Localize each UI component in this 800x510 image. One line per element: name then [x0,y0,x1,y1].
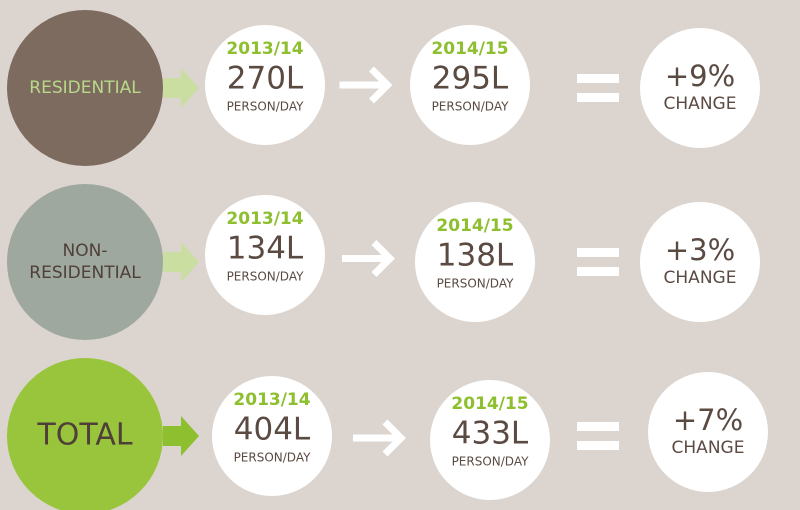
change-circle [648,372,768,492]
value: 138L [437,238,514,274]
equals-sign [577,422,619,431]
unit: PERSON/DAY [227,270,305,284]
category-circle [7,184,163,340]
arrow [353,419,406,457]
value-circle [430,380,550,500]
value: 295L [432,61,509,97]
unit: PERSON/DAY [432,100,510,114]
category-label: NON- [63,241,108,261]
arrow [163,416,199,456]
category-circle [7,358,163,510]
change: +7% [673,403,743,437]
equals-sign [577,248,619,257]
year: 2014/15 [436,216,513,236]
arrow [339,66,393,104]
arrow [342,240,395,277]
change-label: CHANGE [664,268,737,288]
unit: PERSON/DAY [452,455,530,469]
value: 404L [234,412,311,448]
year: 2013/14 [226,209,303,229]
arrow [163,242,199,282]
change-label: CHANGE [672,438,745,458]
value-circle [415,202,535,322]
value: 270L [227,61,304,97]
year: 2013/14 [226,39,303,59]
category-circle [7,10,163,166]
category-label: RESIDENTIAL [29,78,141,98]
value: 134L [227,231,304,267]
year: 2014/15 [431,39,508,59]
change: +9% [665,59,735,93]
value-circle [205,195,325,315]
unit: PERSON/DAY [227,100,305,114]
value-circle [205,25,325,145]
change-circle [640,28,760,148]
equals-sign [577,93,619,102]
change: +3% [665,233,735,267]
unit: PERSON/DAY [234,451,312,465]
category-label: RESIDENTIAL [29,263,141,283]
value-circle [212,376,332,496]
year: 2014/15 [451,394,528,414]
equals-sign [577,74,619,83]
unit: PERSON/DAY [437,277,515,291]
year: 2013/14 [233,390,310,410]
arrow [163,68,199,108]
change-circle [640,202,760,322]
category-label: TOTAL [36,418,132,453]
equals-sign [577,441,619,450]
value-circle [410,25,530,145]
value: 433L [452,416,529,452]
change-label: CHANGE [664,94,737,114]
equals-sign [577,267,619,276]
